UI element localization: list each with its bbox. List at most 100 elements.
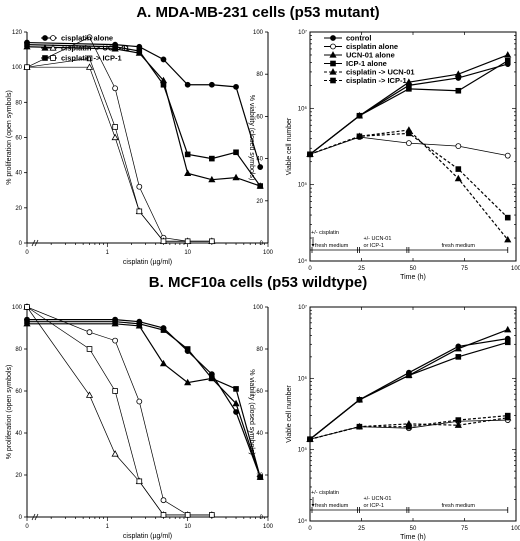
panel-a-dose-legend-marker <box>50 35 56 41</box>
panel-a-growth-timeline-label: fresh medium <box>315 243 349 249</box>
panel-a-dose-ytick-left-label: 40 <box>15 171 22 177</box>
panel-b-growth-series-3-point <box>455 354 462 360</box>
panel-b-dose-series-2-point <box>184 512 191 518</box>
panel-a-growth-ylabel: Viable cell number <box>286 117 293 175</box>
panel-b-dose-series-4-line <box>27 323 261 478</box>
panel-a-growth-xlabel: Time (h) <box>400 274 426 281</box>
panel-b-dose-series-1-point <box>111 450 119 457</box>
panel-a-dose-series-4-point <box>208 175 216 183</box>
panel-b-dose-series-5-point <box>136 320 143 327</box>
panel-a-growth-xtick-label: 75 <box>461 266 468 272</box>
panel-a-dose-ytick-right-label: 100 <box>253 30 264 36</box>
panel-a-growth-series-1-line <box>309 136 508 157</box>
panel-b-dose-ylabel-right: % viability (closed symbols) <box>248 369 255 455</box>
panel-b-growth-timeline-label: fresh medium <box>442 503 476 509</box>
panel-a-dose-axis-break <box>31 239 36 247</box>
panel-b-dose-ytick-right-label: 0 <box>260 515 264 521</box>
panel-a-dose-ytick-right-label: 80 <box>256 72 263 78</box>
panel-a-dose-series-2-point <box>160 238 167 245</box>
panel-a-dose-ytick-left-label: 100 <box>12 65 23 71</box>
panel-a-growth-legend-label: cisplatin -> UCN-01 <box>346 68 415 77</box>
panel-a-dose-ylabel-left: % proliferation (open symbols) <box>6 90 13 185</box>
panel-a-dose-series-4-point <box>184 169 192 176</box>
panel-b-dose-series-1-line <box>26 306 212 516</box>
panel-a-dose-series-5-point <box>257 183 264 189</box>
panel-b-growth-timeline-label: +/- UCN-01 <box>363 496 391 502</box>
panel-a-dose-series-5-point <box>24 41 30 48</box>
panel-b-growth-series-5-point <box>504 412 511 419</box>
panel-a-dose-series-2-point <box>86 55 93 62</box>
panel-a-dose-legend-label: cisplatin -> ICP-1 <box>61 54 122 63</box>
panel-b-dose-series-5-point <box>160 327 167 333</box>
panel-a-dose-series-1-point <box>85 63 94 70</box>
panel-a-growth-series-3-point <box>356 112 363 119</box>
panel-a-growth-series-5-point <box>455 166 462 172</box>
panel-a-dose-legend-marker <box>41 44 49 51</box>
panel-b-dose-series-5-point <box>209 375 215 382</box>
panel-b-dose-series-5-point <box>112 318 118 325</box>
panel-b-growth-series-3-point <box>406 372 412 379</box>
panel-b-dose-series-0-point <box>86 329 93 336</box>
panel-a-dose-ytick-right-label: 60 <box>256 114 263 120</box>
panel-a-dose-series-3-point <box>160 56 167 63</box>
panel-a-growth-series-4-line <box>309 129 509 241</box>
panel-a-dose-series-0-point <box>86 34 93 41</box>
panel-a-growth-legend-marker <box>330 60 336 67</box>
panel-a-dose-series-4-point <box>232 173 240 181</box>
panel-b-dose-axis-break <box>31 513 36 521</box>
panel-a-growth-series-3-point <box>406 86 412 92</box>
panel-a-dose-series-3-point <box>257 164 264 170</box>
panel-a-growth-series-5-point <box>504 214 511 221</box>
panel-b-dose-axis-break <box>34 513 39 521</box>
panel-b-dose-series-0-point <box>160 497 167 504</box>
panel-a-dose-legend-marker <box>42 55 48 61</box>
panel-a-growth-ytick-label: 10⁴ <box>298 258 308 265</box>
panel-a-dose-ytick-left-label: 0 <box>19 241 23 247</box>
panel-b-growth-series-5-point <box>307 436 313 443</box>
panel-a-dose-series-5-point <box>233 149 239 156</box>
panel-a-dose-xtick-label: 10 <box>184 250 191 256</box>
panel-a-dose-series-2-point <box>24 64 30 70</box>
panel-a-dose-series-1-line <box>27 66 212 242</box>
panel-b-dose-xlabel: cisplatin (µg/ml) <box>123 533 172 540</box>
panel-b-dose-ytick-right-label: 80 <box>256 347 263 353</box>
panel-a-growth-xtick-label: 25 <box>358 266 365 272</box>
panel-a-dose-series-0-line <box>26 36 212 242</box>
panel-a-dose-series-2-point <box>209 238 215 245</box>
panel-a-growth-series-2-point <box>504 51 512 58</box>
panel-a-dose-series-5-point <box>184 151 191 158</box>
panel-a-growth-ytick-label: 10⁷ <box>298 29 307 36</box>
panel-a-growth-ytick-label: 10⁵ <box>298 182 308 189</box>
panel-b-growth-xtick-label: 100 <box>511 526 520 532</box>
panel-a-growth-legend-label: cisplatin -> ICP-1 <box>346 76 407 85</box>
panel-a-growth-ytick-label: 10⁶ <box>298 105 308 112</box>
panel-a-growth-legend-marker <box>329 68 337 75</box>
panel-a-growth-timeline-label: fresh medium <box>442 243 476 249</box>
panel-b-growth-xtick-label: 0 <box>308 526 312 532</box>
panel-a-growth-series-2-point <box>454 70 462 77</box>
panel-b-growth-xlabel: Time (h) <box>400 534 426 541</box>
panel-a-dose-xtick-label: 0 <box>25 250 29 256</box>
panel-b-dose-series-4-point <box>159 359 168 367</box>
panel-a-dose-legend-marker <box>50 55 56 61</box>
panel-a-dose-series-4-line <box>26 46 261 187</box>
panel-a-dose-series-5-point <box>136 48 143 54</box>
panel-a-dose-legend-marker <box>49 44 57 51</box>
panel-a-growth-series-1-point <box>405 140 412 147</box>
panel-a-growth-timeline-label: +/- UCN-01 <box>363 236 391 242</box>
panel-a-growth-series-2-point <box>405 78 413 85</box>
panel-a-dose-series-2-point <box>112 124 118 130</box>
panel-a-dose-series-3-line <box>26 41 261 168</box>
panel-a-growth-xtick-label: 0 <box>308 266 312 272</box>
panel-a-dose-ytick-right-label: 0 <box>260 241 264 247</box>
panel-b-dose: 0204060801000204060801000110100cisplatin… <box>6 303 274 540</box>
panel-a-growth-xtick-label: 50 <box>410 266 417 272</box>
panel-b-dose-ytick-right-label: 100 <box>253 305 264 311</box>
panel-b-dose-ytick-left-label: 80 <box>15 347 22 353</box>
panel-a-dose-series-2-point <box>136 208 143 215</box>
panel-b-growth-xtick-label: 50 <box>410 526 417 532</box>
panel-b-dose-series-2-point <box>24 304 30 310</box>
panel-a-dose-xtick-label: 1 <box>106 250 110 256</box>
panel-a-dose-series-0-point <box>136 183 143 190</box>
